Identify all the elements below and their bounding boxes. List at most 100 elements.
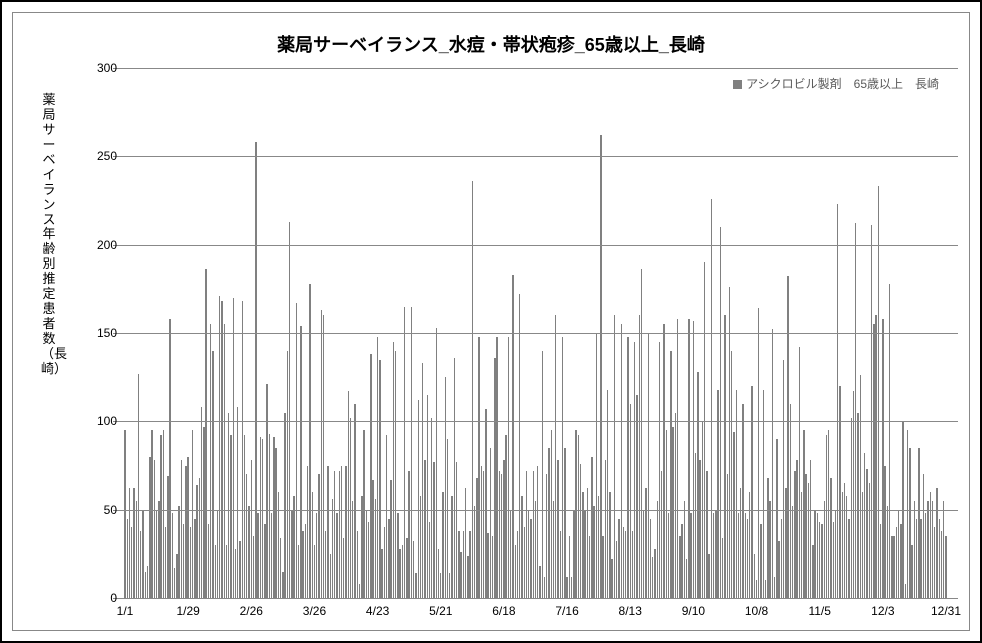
- x-tick-label: 2/26: [240, 604, 263, 618]
- bar: [436, 328, 437, 598]
- bar: [341, 466, 342, 599]
- bar: [548, 448, 549, 598]
- bar: [323, 315, 324, 598]
- bar: [814, 510, 815, 598]
- bar: [397, 513, 398, 598]
- bar: [533, 471, 534, 598]
- bar: [508, 337, 509, 598]
- plot-area: [113, 68, 958, 599]
- bar: [248, 506, 249, 598]
- bar: [828, 430, 829, 598]
- bar: [255, 142, 256, 598]
- bar: [478, 337, 479, 598]
- bar: [336, 513, 337, 598]
- bar: [172, 513, 173, 598]
- bar: [945, 536, 946, 598]
- x-tick-label: 7/16: [555, 604, 578, 618]
- bar: [830, 478, 831, 598]
- bar: [456, 462, 457, 598]
- bar: [145, 572, 146, 599]
- bar: [165, 527, 166, 598]
- x-tick-label: 5/21: [429, 604, 452, 618]
- bar: [357, 531, 358, 598]
- bar: [799, 347, 800, 598]
- bar: [266, 384, 267, 598]
- bar: [909, 448, 910, 598]
- x-tick-label: 1/29: [176, 604, 199, 618]
- bar: [460, 552, 461, 598]
- bar: [819, 522, 820, 598]
- bar: [458, 531, 459, 598]
- bar: [842, 492, 843, 598]
- y-tick-label: 50: [77, 503, 117, 517]
- bar: [650, 519, 651, 599]
- bar: [826, 435, 827, 598]
- bar: [269, 434, 270, 598]
- bar: [611, 559, 612, 598]
- bar: [361, 496, 362, 598]
- bar: [199, 478, 200, 598]
- bar: [539, 566, 540, 598]
- bar: [233, 298, 234, 598]
- bar: [747, 519, 748, 599]
- bar: [939, 519, 940, 599]
- chart-inner-frame: 薬局サーベイランス_水痘・帯状疱疹_65歳以上_長崎 薬局サーベイランス年齢別推…: [12, 12, 970, 631]
- bar: [136, 501, 137, 598]
- bar: [280, 538, 281, 598]
- x-tick-label: 12/31: [931, 604, 961, 618]
- bar: [305, 524, 306, 598]
- bar: [844, 483, 845, 598]
- bar: [393, 342, 394, 598]
- bar: [312, 492, 313, 598]
- bar: [569, 536, 570, 598]
- bar: [812, 545, 813, 598]
- bar: [666, 430, 667, 598]
- bar: [187, 457, 188, 598]
- bar: [808, 483, 809, 598]
- bar: [287, 351, 288, 598]
- bar: [943, 501, 944, 598]
- bar: [366, 510, 367, 598]
- bar: [916, 519, 917, 599]
- bar: [282, 572, 283, 599]
- bar: [501, 474, 502, 598]
- bar: [235, 549, 236, 598]
- bar: [368, 522, 369, 598]
- bar: [848, 519, 849, 599]
- bar: [930, 492, 931, 598]
- bar: [492, 536, 493, 598]
- bar: [192, 430, 193, 598]
- bar: [183, 524, 184, 598]
- bar: [675, 413, 676, 599]
- bar: [196, 485, 197, 598]
- bar: [221, 301, 222, 598]
- bar: [230, 435, 231, 598]
- bar: [372, 480, 373, 598]
- bar: [609, 492, 610, 598]
- bar: [803, 430, 804, 598]
- bar: [257, 513, 258, 598]
- bar: [156, 510, 157, 598]
- bar: [657, 501, 658, 598]
- y-tick-label: 250: [77, 149, 117, 163]
- bar: [481, 466, 482, 599]
- bar: [562, 337, 563, 598]
- bar: [293, 496, 294, 598]
- bar: [246, 474, 247, 598]
- bar: [630, 404, 631, 598]
- bar: [388, 519, 389, 599]
- bar: [201, 407, 202, 598]
- bar: [296, 303, 297, 598]
- bar: [445, 377, 446, 598]
- bar: [639, 315, 640, 598]
- bar: [882, 319, 883, 598]
- bar: [275, 448, 276, 598]
- bar: [438, 549, 439, 598]
- bar: [345, 466, 346, 599]
- bar: [384, 527, 385, 598]
- bar: [149, 457, 150, 598]
- bar: [575, 430, 576, 598]
- bar: [727, 474, 728, 598]
- bar: [553, 501, 554, 598]
- bar: [350, 418, 351, 598]
